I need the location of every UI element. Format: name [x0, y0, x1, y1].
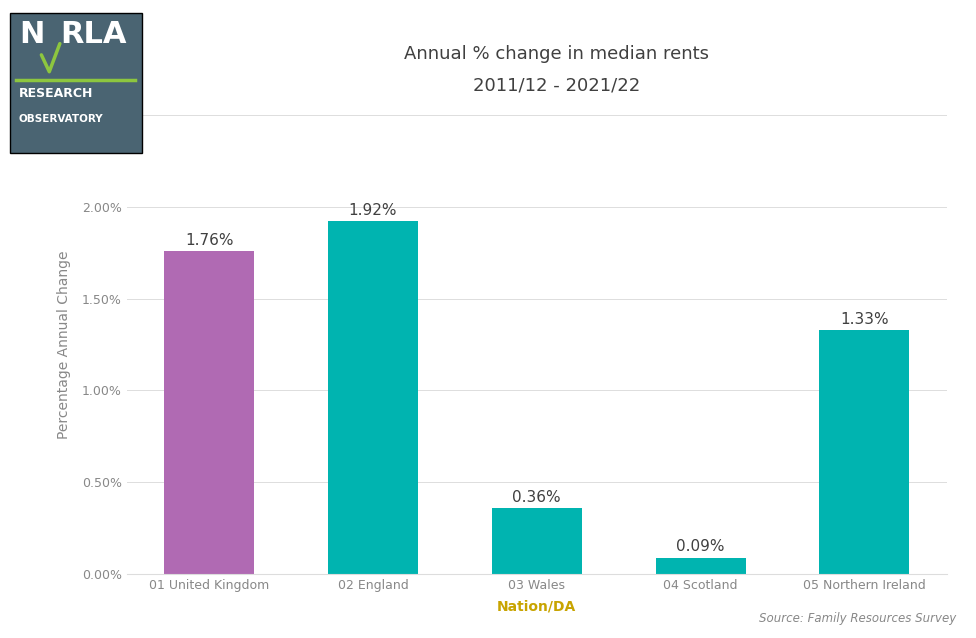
Text: RESEARCH: RESEARCH	[19, 87, 94, 100]
Text: 1.92%: 1.92%	[348, 203, 397, 218]
Text: RLA: RLA	[60, 20, 126, 48]
Text: N: N	[19, 20, 44, 48]
FancyBboxPatch shape	[10, 13, 142, 153]
X-axis label: Nation/DA: Nation/DA	[497, 599, 577, 613]
Bar	[164, 251, 254, 574]
Bar	[656, 558, 746, 574]
Text: Annual % change in median rents: Annual % change in median rents	[404, 45, 709, 63]
Text: 1.33%: 1.33%	[840, 311, 889, 327]
Bar	[820, 330, 910, 574]
Text: Source: Family Resources Survey: Source: Family Resources Survey	[759, 612, 956, 625]
Y-axis label: Percentage Annual Change: Percentage Annual Change	[57, 250, 71, 439]
Text: OBSERVATORY: OBSERVATORY	[19, 114, 103, 124]
Bar	[492, 508, 582, 574]
Text: 1.76%: 1.76%	[184, 232, 233, 248]
Text: 0.36%: 0.36%	[512, 490, 561, 505]
Bar	[328, 221, 418, 574]
Text: 0.09%: 0.09%	[676, 539, 725, 554]
Text: 2011/12 - 2021/22: 2011/12 - 2021/22	[472, 77, 640, 94]
